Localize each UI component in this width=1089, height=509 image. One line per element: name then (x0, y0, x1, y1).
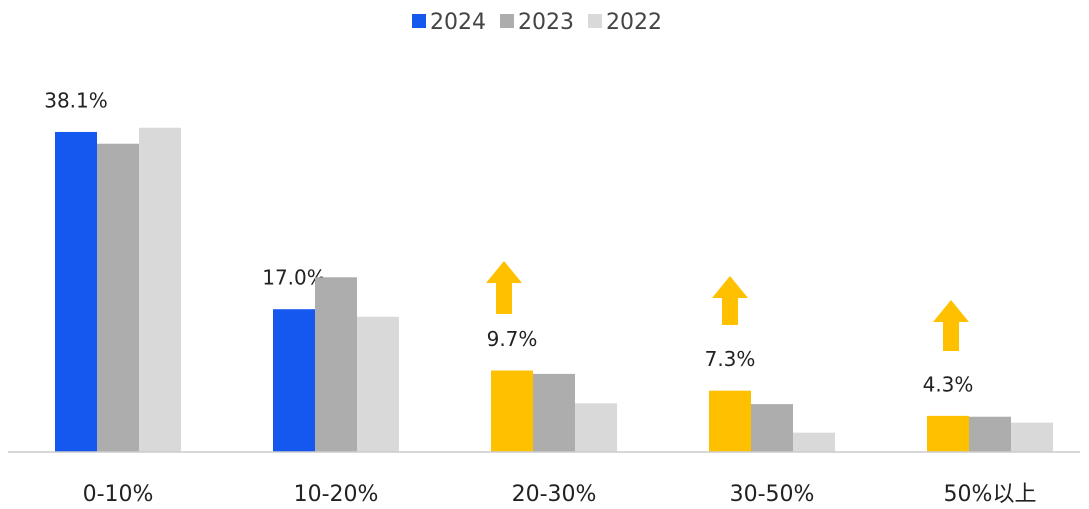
bar (315, 277, 357, 452)
up-arrows (486, 261, 969, 351)
bar (491, 370, 533, 452)
legend-label: 2023 (518, 10, 574, 35)
x-tick-label: 30-50% (730, 482, 815, 507)
x-tick-label: 20-30% (512, 482, 597, 507)
bar (575, 403, 617, 452)
bar (97, 143, 139, 452)
x-tick-label: 0-10% (83, 482, 154, 507)
legend-label: 2022 (606, 10, 662, 35)
x-tick-label: 50%以上 (944, 482, 1037, 507)
bar (709, 390, 751, 452)
legend-swatch (412, 14, 426, 28)
data-label: 4.3% (923, 372, 974, 396)
bar (927, 415, 969, 452)
data-label: 38.1% (44, 88, 108, 112)
up-arrow (933, 300, 969, 351)
bar (969, 416, 1011, 452)
legend-label: 2024 (430, 10, 486, 35)
up-arrow (712, 276, 748, 325)
bar (357, 316, 399, 452)
data-label: 9.7% (487, 327, 538, 351)
data-label: 7.3% (705, 347, 756, 371)
bar (533, 373, 575, 452)
bar (273, 309, 315, 452)
up-arrow (486, 261, 522, 314)
bar (751, 404, 793, 452)
bar (55, 131, 97, 452)
x-tick-label: 10-20% (294, 482, 379, 507)
legend-swatch (588, 14, 602, 28)
bar (793, 432, 835, 452)
bar (139, 127, 181, 452)
legend-swatch (500, 14, 514, 28)
bar (1011, 422, 1053, 452)
